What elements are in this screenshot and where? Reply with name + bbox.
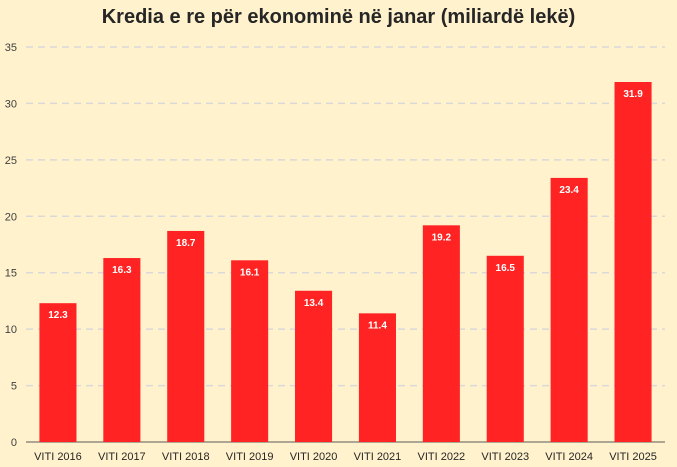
y-tick-label: 0	[11, 437, 17, 449]
x-tick-label: VITI 2016	[34, 451, 82, 463]
bar	[295, 290, 333, 442]
data-label: 31.9	[623, 89, 643, 100]
y-tick-label: 20	[5, 211, 17, 223]
data-label: 16.5	[496, 263, 516, 274]
data-label: 11.4	[368, 320, 387, 331]
bar	[39, 303, 77, 442]
x-tick-label: VITI 2020	[290, 451, 338, 463]
x-tick-label: VITI 2022	[417, 451, 465, 463]
x-tick-label: VITI 2021	[354, 451, 402, 463]
bar	[167, 230, 205, 442]
bar	[486, 255, 524, 442]
bar	[550, 177, 588, 442]
x-tick-label: VITI 2017	[98, 451, 146, 463]
y-tick-label: 10	[5, 324, 17, 336]
y-tick-label: 35	[5, 42, 17, 54]
x-tick-label: VITI 2019	[226, 451, 274, 463]
x-tick-label: VITI 2018	[162, 451, 210, 463]
bar	[422, 225, 460, 442]
x-tick-label: VITI 2024	[545, 451, 593, 463]
y-tick-label: 5	[11, 381, 17, 393]
y-tick-label: 30	[5, 98, 17, 110]
y-tick-label: 25	[5, 155, 17, 167]
bar	[614, 81, 652, 442]
data-label: 13.4	[304, 298, 324, 309]
chart-title: Kredia e re për ekonominë në janar (mili…	[101, 6, 576, 28]
x-tick-label: VITI 2025	[609, 451, 657, 463]
data-label: 19.2	[432, 232, 452, 243]
data-label: 18.7	[176, 238, 196, 249]
y-tick-label: 15	[5, 268, 17, 280]
bar	[358, 313, 396, 442]
bar	[103, 258, 141, 442]
data-label: 23.4	[559, 185, 579, 196]
data-label: 12.3	[48, 310, 68, 321]
x-tick-label: VITI 2023	[481, 451, 529, 463]
bar	[231, 260, 269, 442]
data-label: 16.3	[112, 265, 132, 276]
data-label: 16.1	[240, 267, 260, 278]
